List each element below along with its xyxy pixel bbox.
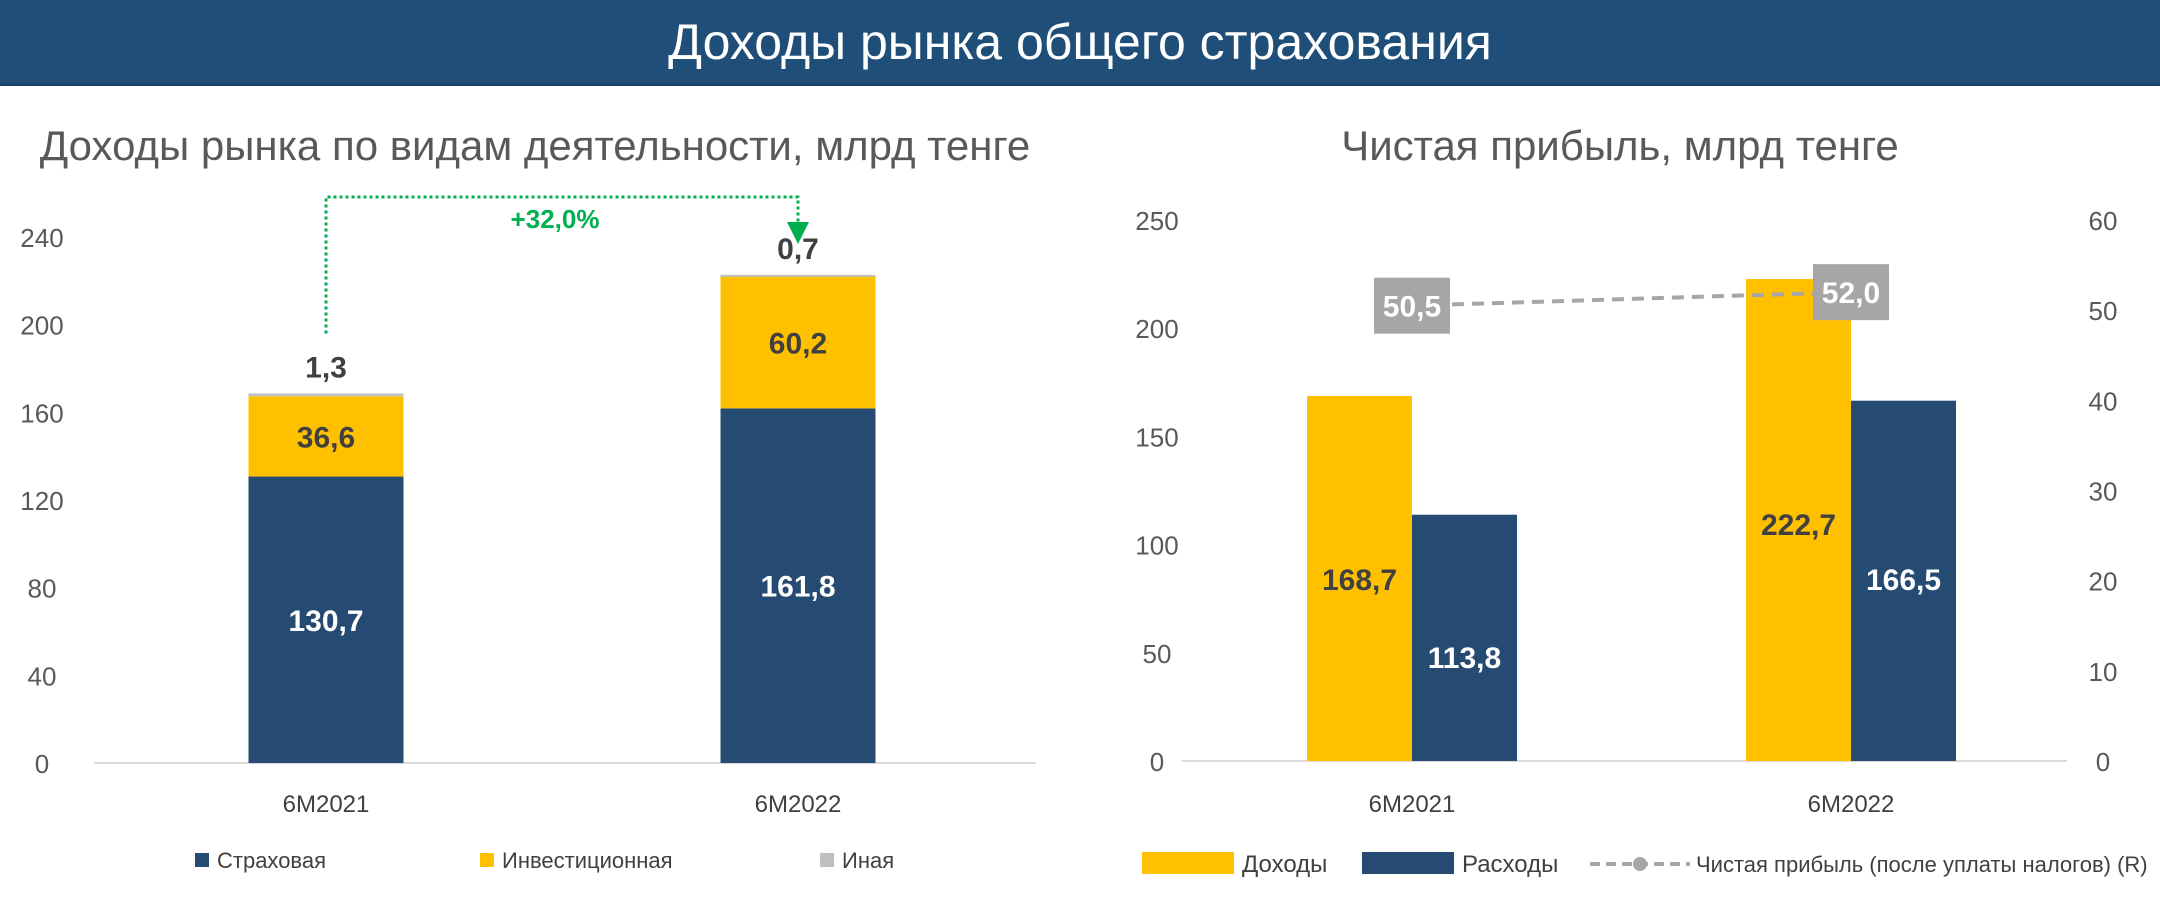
growth-arrow-head — [787, 222, 809, 244]
legend-label: Чистая прибыль (после уплаты налогов) (R… — [1696, 852, 2148, 877]
legend-swatch — [820, 853, 834, 867]
y-tick-label: 250 — [1135, 206, 1178, 236]
y2-tick-label: 60 — [2089, 206, 2118, 236]
line-label-box — [1374, 277, 1450, 334]
legend-swatch — [1142, 852, 1234, 874]
legend-swatch — [480, 853, 494, 867]
y2-tick-label: 30 — [2089, 477, 2118, 507]
legend-swatch — [1362, 852, 1454, 874]
x-tick-label: 6M2021 — [1369, 791, 1456, 818]
data-label: 161,8 — [760, 571, 835, 604]
data-label: 130,7 — [288, 605, 363, 638]
bar-segment — [720, 408, 876, 763]
y2-tick-label: 40 — [2089, 386, 2118, 416]
bar — [1412, 514, 1517, 761]
legend-label: Инвестиционная — [502, 848, 673, 873]
bar — [1851, 400, 1956, 761]
legend-label: Страховая — [217, 848, 326, 873]
y-tick-label: 240 — [20, 223, 63, 253]
y-tick-label: 100 — [1135, 531, 1178, 561]
y2-tick-label: 10 — [2089, 657, 2118, 687]
line-data-label: 52,0 — [1822, 277, 1880, 310]
bar — [1307, 395, 1412, 761]
legend-swatch — [195, 853, 209, 867]
y-tick-label: 150 — [1135, 422, 1178, 452]
y-tick-label: 160 — [20, 398, 63, 428]
y-tick-label: 0 — [35, 749, 49, 779]
profit-line — [1411, 290, 1852, 308]
growth-arrow-line — [324, 195, 800, 334]
legend-label: Доходы — [1242, 851, 1327, 878]
data-label: 166,5 — [1866, 564, 1941, 597]
y-tick-label: 80 — [28, 574, 57, 604]
data-label: 168,7 — [1322, 564, 1397, 597]
y-tick-label: 200 — [20, 311, 63, 341]
legend-label: Расходы — [1462, 851, 1558, 878]
bar-segment — [248, 396, 404, 477]
y-tick-label: 120 — [20, 486, 63, 516]
page-title: Доходы рынка общего страхования — [668, 14, 1492, 70]
growth-annotation: +32,0% — [511, 204, 600, 234]
y-tick-label: 200 — [1135, 314, 1178, 344]
left-chart-title: Доходы рынка по видам деятельности, млрд… — [40, 122, 1031, 169]
data-label: 222,7 — [1761, 509, 1836, 542]
y-tick-label: 0 — [1150, 747, 1164, 777]
page-header: Доходы рынка общего страхования — [0, 0, 2160, 86]
data-label: 60,2 — [769, 327, 827, 360]
y2-tick-label: 20 — [2089, 567, 2118, 597]
y2-tick-label: 0 — [2096, 747, 2110, 777]
legend-marker — [1633, 857, 1647, 871]
y-tick-label: 50 — [1143, 639, 1172, 669]
data-label: 36,6 — [297, 421, 355, 454]
y-tick-label: 40 — [28, 661, 57, 691]
x-tick-label: 6M2022 — [1808, 791, 1895, 818]
data-label: 113,8 — [1428, 642, 1501, 675]
bar — [1746, 279, 1851, 761]
bar-segment — [720, 276, 876, 409]
line-data-label: 50,5 — [1383, 291, 1441, 324]
line-label-box — [1813, 264, 1889, 321]
bar-segment — [248, 393, 404, 397]
legend-label: Иная — [842, 848, 894, 873]
y2-tick-label: 50 — [2089, 296, 2118, 326]
bar-segment — [248, 476, 404, 763]
x-tick-label: 6M2021 — [283, 791, 370, 818]
x-tick-label: 6M2022 — [755, 791, 842, 818]
right-chart-title: Чистая прибыль, млрд тенге — [1341, 122, 1899, 169]
data-label: 1,3 — [305, 351, 347, 384]
bar-segment — [720, 274, 876, 277]
